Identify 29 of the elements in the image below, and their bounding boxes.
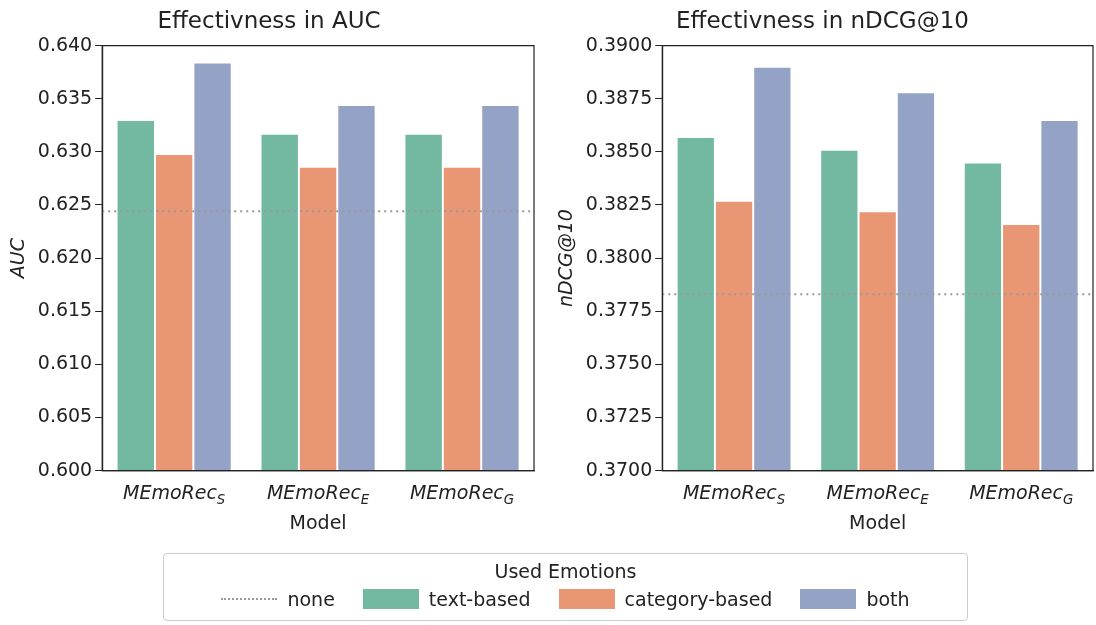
y-tick-label: 0.625 [37, 191, 93, 214]
chart-title: Effectivness in nDCG@10 [676, 6, 969, 33]
legend-label: text-based [428, 588, 531, 610]
y-tick-label: 0.610 [37, 351, 93, 374]
y-tick-label: 0.3800 [585, 245, 653, 268]
y-tick-label: 0.615 [37, 298, 93, 321]
y-tick-label: 0.3725 [585, 404, 653, 427]
y-axis-title: AUC [6, 237, 29, 281]
legend-label: none [287, 588, 335, 610]
y-tick-label: 0.605 [37, 404, 93, 427]
y-tick-label: 0.3875 [585, 85, 653, 108]
y-tick-label: 0.630 [37, 138, 93, 161]
chart-title: Effectivness in AUC [157, 6, 381, 33]
y-tick-label: 0.3900 [585, 32, 653, 55]
y-tick-label: 0.3850 [585, 138, 653, 161]
y-tick-label: 0.635 [37, 85, 93, 108]
legend-label: both [866, 588, 910, 610]
y-tick-label: 0.600 [37, 457, 93, 480]
y-tick-label: 0.3825 [585, 191, 653, 214]
y-axis-title: nDCG@10 [554, 209, 577, 308]
y-tick-label: 0.620 [37, 245, 93, 268]
legend-title: Used Emotions [493, 560, 638, 584]
y-tick-label: 0.3775 [585, 298, 653, 321]
legend-label: category-based [624, 588, 773, 610]
y-tick-label: 0.640 [37, 32, 93, 55]
x-axis-title: Model [289, 510, 347, 533]
x-axis-title: Model [849, 510, 907, 533]
y-tick-label: 0.3750 [585, 351, 653, 374]
y-tick-label: 0.3700 [585, 457, 653, 480]
